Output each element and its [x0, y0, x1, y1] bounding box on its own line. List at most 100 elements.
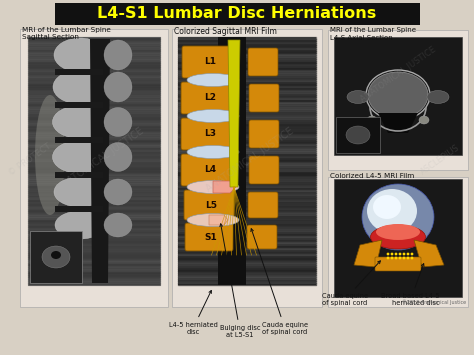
FancyBboxPatch shape	[328, 30, 468, 170]
Ellipse shape	[54, 177, 106, 207]
Ellipse shape	[419, 116, 429, 124]
Ellipse shape	[104, 72, 132, 102]
Text: L4: L4	[204, 165, 216, 175]
FancyBboxPatch shape	[247, 225, 277, 249]
FancyBboxPatch shape	[184, 190, 234, 220]
Polygon shape	[414, 240, 444, 267]
FancyBboxPatch shape	[55, 137, 103, 143]
FancyBboxPatch shape	[249, 156, 279, 184]
Text: L1: L1	[204, 58, 216, 66]
Polygon shape	[354, 240, 382, 267]
Ellipse shape	[391, 253, 393, 255]
Ellipse shape	[42, 246, 70, 268]
Ellipse shape	[407, 253, 410, 255]
Text: ©2013 Anatomical Justice: ©2013 Anatomical Justice	[402, 299, 466, 305]
Text: S1: S1	[205, 233, 218, 241]
Text: ASCLEPIUS: ASCLEPIUS	[419, 143, 461, 177]
Text: Colorized L4-5 MRI Film: Colorized L4-5 MRI Film	[330, 173, 414, 179]
Ellipse shape	[104, 40, 132, 70]
Ellipse shape	[187, 109, 239, 122]
Ellipse shape	[187, 146, 239, 158]
FancyBboxPatch shape	[178, 37, 316, 285]
Ellipse shape	[55, 211, 105, 239]
Text: L2: L2	[204, 93, 216, 103]
Ellipse shape	[368, 72, 428, 118]
Ellipse shape	[53, 141, 108, 174]
Text: Cauda equine
of spinal cord: Cauda equine of spinal cord	[322, 261, 381, 306]
Polygon shape	[209, 215, 228, 225]
Ellipse shape	[187, 180, 239, 193]
FancyBboxPatch shape	[55, 206, 103, 212]
FancyBboxPatch shape	[172, 29, 322, 307]
Text: ANATOMICAL JUSTICE: ANATOMICAL JUSTICE	[358, 45, 438, 104]
Ellipse shape	[371, 225, 426, 249]
Text: © PROTECT: © PROTECT	[7, 142, 53, 178]
Ellipse shape	[402, 253, 405, 255]
FancyBboxPatch shape	[30, 231, 82, 283]
Ellipse shape	[387, 253, 390, 255]
Text: Colorized Sagittal MRI Film: Colorized Sagittal MRI Film	[174, 27, 277, 36]
Ellipse shape	[104, 108, 132, 137]
Ellipse shape	[394, 257, 397, 260]
Polygon shape	[213, 181, 236, 193]
FancyBboxPatch shape	[181, 154, 235, 186]
Text: Broad based L4-5
herniated disc: Broad based L4-5 herniated disc	[382, 264, 440, 306]
Ellipse shape	[394, 253, 397, 255]
Polygon shape	[228, 40, 240, 187]
Ellipse shape	[104, 213, 132, 237]
FancyBboxPatch shape	[181, 82, 235, 114]
FancyBboxPatch shape	[28, 37, 160, 285]
FancyBboxPatch shape	[375, 257, 421, 271]
Polygon shape	[90, 39, 110, 283]
FancyBboxPatch shape	[249, 84, 279, 112]
Ellipse shape	[387, 257, 390, 260]
Ellipse shape	[53, 70, 107, 104]
Ellipse shape	[346, 126, 370, 144]
Text: L4-5 herniated
disc: L4-5 herniated disc	[169, 290, 218, 335]
FancyBboxPatch shape	[20, 29, 168, 307]
Ellipse shape	[362, 184, 434, 250]
Ellipse shape	[399, 253, 401, 255]
FancyBboxPatch shape	[182, 46, 234, 78]
Text: L4-S1 Lumbar Disc Herniations: L4-S1 Lumbar Disc Herniations	[97, 6, 377, 22]
Ellipse shape	[104, 179, 132, 205]
FancyBboxPatch shape	[328, 177, 468, 307]
Ellipse shape	[402, 257, 405, 260]
Text: MRI of the Lumbar Spine
L4-S Axial Section: MRI of the Lumbar Spine L4-S Axial Secti…	[330, 27, 416, 40]
FancyBboxPatch shape	[248, 48, 278, 76]
Ellipse shape	[391, 257, 393, 260]
Ellipse shape	[54, 38, 106, 72]
Ellipse shape	[367, 189, 417, 233]
FancyBboxPatch shape	[181, 118, 235, 150]
Text: Cauda equine
of spinal cord: Cauda equine of spinal cord	[251, 229, 308, 335]
Text: MRI of the Lumbar Spine
Sagittal Section: MRI of the Lumbar Spine Sagittal Section	[22, 27, 111, 40]
Ellipse shape	[187, 213, 239, 226]
FancyBboxPatch shape	[55, 172, 103, 178]
Ellipse shape	[367, 116, 377, 124]
FancyBboxPatch shape	[336, 117, 380, 153]
Ellipse shape	[347, 91, 369, 104]
FancyBboxPatch shape	[55, 3, 420, 25]
Ellipse shape	[104, 142, 132, 171]
FancyBboxPatch shape	[185, 223, 233, 251]
Ellipse shape	[399, 257, 401, 260]
Ellipse shape	[53, 105, 108, 138]
Text: L3: L3	[204, 130, 216, 138]
Ellipse shape	[51, 251, 61, 259]
FancyBboxPatch shape	[55, 102, 103, 108]
Polygon shape	[378, 113, 418, 133]
Text: ANATOMICAL JUSTICE: ANATOMICAL JUSTICE	[55, 126, 146, 194]
FancyBboxPatch shape	[334, 179, 462, 297]
Ellipse shape	[427, 91, 449, 104]
Ellipse shape	[376, 224, 420, 240]
Ellipse shape	[373, 195, 401, 219]
Text: Bulging disc
at L5-S1: Bulging disc at L5-S1	[220, 224, 260, 338]
Ellipse shape	[410, 257, 413, 260]
Ellipse shape	[410, 253, 413, 255]
Ellipse shape	[407, 257, 410, 260]
Text: ANATOMICAL JUSTICE: ANATOMICAL JUSTICE	[204, 126, 296, 194]
FancyBboxPatch shape	[334, 37, 462, 155]
Text: L5: L5	[205, 201, 217, 209]
Ellipse shape	[187, 73, 239, 87]
FancyBboxPatch shape	[218, 37, 246, 285]
